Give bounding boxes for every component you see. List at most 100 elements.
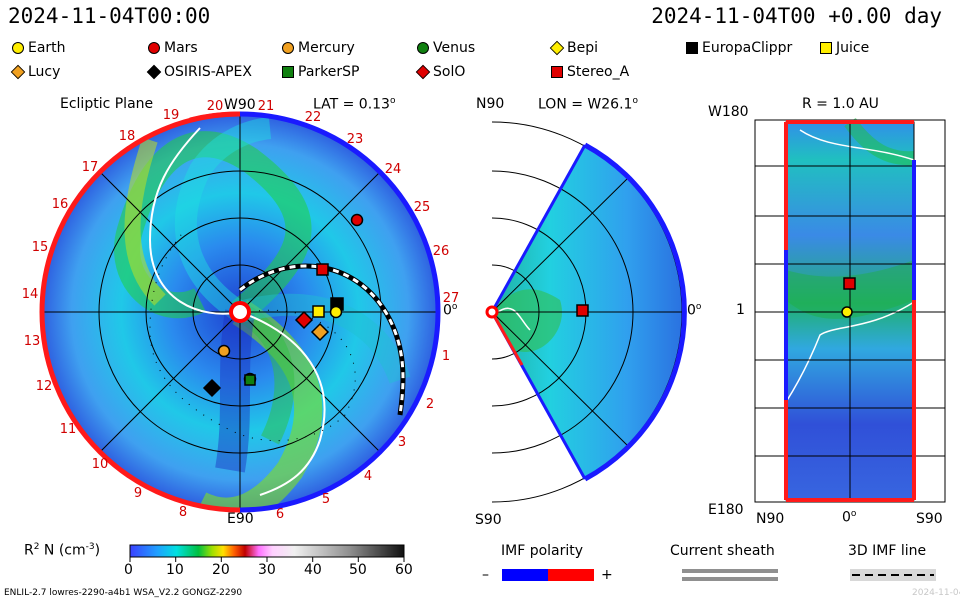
legend-venus: Venus (417, 40, 475, 56)
legend-label: Venus (433, 40, 476, 56)
radial-left-mid: 1 (736, 302, 745, 318)
legend-label: ParkerSP (298, 64, 360, 80)
rim-number: 27 (443, 291, 460, 306)
current-sheath-line (682, 577, 778, 581)
rim-number: 14 (22, 287, 39, 302)
legend-label: Mars (164, 40, 198, 56)
radial-left-bottom: E180 (708, 502, 744, 518)
colorbar-tick: 20 (212, 562, 230, 578)
footer-model-info: ENLIL-2.7 lowres-2290-a4b1 WSA_V2.2 GONG… (4, 588, 243, 598)
legend-label: Stereo_A (567, 64, 630, 80)
legend-stereo-a: Stereo_A (551, 64, 629, 80)
colorbar-tick: 50 (349, 562, 367, 578)
radial-bottom-right: S90 (916, 511, 943, 527)
rim-number: 19 (163, 108, 180, 123)
radial-panel (754, 117, 946, 503)
current-sheet-line (785, 301, 915, 403)
stereo-a-marker-icon (316, 263, 329, 276)
datetime-left: 2024-11-04T00:00 (8, 4, 211, 28)
ecliptic-plane-panel: 1 2 3 4 5 6 8 9 10 11 12 13 14 15 16 17 … (22, 99, 460, 522)
imf-line-title: 3D IMF line (848, 543, 927, 559)
rim-number: 24 (385, 162, 402, 177)
ecliptic-lat-label: LAT = 0.13o (313, 96, 396, 113)
rim-number: 2 (426, 397, 434, 412)
rim-carrington-numbers: 1 2 3 4 5 6 8 9 10 11 12 13 14 15 16 17 … (22, 99, 460, 522)
parkersp-marker-icon (282, 66, 294, 78)
colorbar-tick: 40 (304, 562, 322, 578)
legend-parkersp: ParkerSP (282, 64, 359, 80)
legend-lucy: Lucy (10, 64, 61, 80)
rim-polarity-negative (39, 111, 241, 513)
imf-polarity-negative-bar (502, 569, 548, 581)
mars-marker-icon (350, 213, 364, 227)
colorbar-tick: 10 (166, 562, 184, 578)
colorbar-tick: 30 (258, 562, 276, 578)
venus-marker-icon (417, 42, 429, 54)
rim-number: 9 (134, 486, 142, 501)
current-sheet-line (799, 129, 915, 161)
sun-icon (229, 301, 251, 323)
rim-number: 18 (119, 129, 136, 144)
ecliptic-right-label: 0o (443, 302, 458, 319)
stereo-a-marker-icon (551, 66, 563, 78)
current-sheet-line (148, 127, 241, 315)
radial-left-top: W180 (708, 104, 749, 120)
parkersp-marker-icon (244, 374, 256, 386)
legend-bepi: Bepi (549, 40, 598, 56)
rim-number: 4 (364, 469, 372, 484)
earth-marker-icon (12, 42, 24, 54)
colorbar-tick: 60 (395, 562, 413, 578)
meridional-right-label: 0o (687, 302, 702, 319)
legend-osiris-apex: OSIRIS-APEX (146, 64, 252, 80)
ecliptic-title: Ecliptic Plane (60, 96, 154, 112)
europaclipper-marker-icon (686, 42, 698, 54)
radial-r-label: R = 1.0 AU (802, 96, 879, 112)
3d-imf-line (239, 264, 405, 416)
legend-label: Mercury (298, 40, 355, 56)
mercury-marker-icon (282, 42, 294, 54)
imf-tick-marks (149, 229, 356, 442)
rim-number: 10 (92, 457, 109, 472)
stereo-a-marker-icon (576, 304, 589, 317)
legend-earth: Earth (12, 40, 66, 56)
ecliptic-top-label: W90 (224, 97, 256, 113)
meridional-bottom-label: S90 (475, 512, 502, 528)
rim-number: 26 (433, 244, 450, 259)
legend-juice: Juice (820, 40, 869, 56)
current-sheath-title: Current sheath (670, 543, 775, 559)
legend-mercury: Mercury (282, 40, 355, 56)
rim-number: 11 (60, 422, 77, 437)
meridional-panel (485, 121, 687, 503)
legend-label: Juice (836, 40, 870, 56)
radial-bottom-left: N90 (756, 511, 785, 527)
colorbar-label: R2 N (cm-3) (24, 542, 101, 559)
current-sheath-line (682, 569, 778, 573)
legend-label: Earth (28, 40, 66, 56)
legend-label: Lucy (28, 64, 61, 80)
sun-icon (485, 305, 499, 319)
colorbar-tick: 0 (124, 562, 133, 578)
juice-marker-icon (312, 305, 325, 318)
radial-bottom-mid: 0o (842, 509, 857, 526)
rim-polarity-positive (239, 111, 441, 513)
legend-label: EuropaClippr (702, 40, 793, 56)
legend-europaclipper: EuropaClippr (686, 40, 792, 56)
imf-polarity-plus: + (601, 567, 613, 583)
juice-marker-icon (820, 42, 832, 54)
earth-marker-icon (329, 305, 343, 319)
legend-label: OSIRIS-APEX (164, 64, 252, 80)
earth-marker-icon (841, 306, 853, 318)
rim-number: 15 (32, 240, 49, 255)
rim-number: 13 (24, 334, 41, 349)
rim-number: 21 (258, 99, 275, 114)
rim-number: 20 (207, 99, 224, 114)
colorbar (129, 544, 405, 558)
legend-label: Bepi (567, 40, 598, 56)
solo-marker-icon (294, 310, 314, 330)
lucy-marker-icon (310, 322, 330, 342)
imf-polarity-minus: – (482, 567, 489, 583)
rim-number: 23 (347, 132, 364, 147)
meridional-lon-label: LON = W26.1o (538, 96, 638, 113)
footer-date: 2024-11-04 (912, 588, 960, 598)
current-sheet-line (497, 307, 531, 331)
